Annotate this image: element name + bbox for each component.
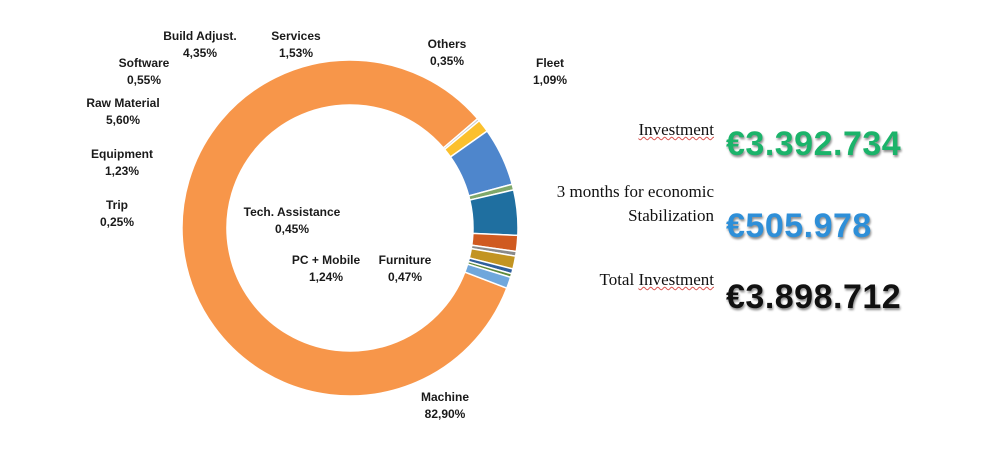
slice-name: Tech. Assistance xyxy=(243,205,341,219)
total-investment-label: Total Investment xyxy=(599,270,715,289)
slice-value: 5,60% xyxy=(105,113,141,127)
investment-label: Investment xyxy=(638,120,714,139)
donut-slice-fleet xyxy=(463,263,512,290)
investment-value: €3.392.734 xyxy=(726,125,902,163)
slice-label-software: Software 0,55% xyxy=(104,55,184,89)
stabilization-value: €505.978 xyxy=(726,207,872,245)
slice-name: PC + Mobile xyxy=(291,253,361,267)
slice-value: 4,35% xyxy=(182,46,218,60)
slice-label-fleet: Fleet 1,09% xyxy=(515,55,585,89)
slice-label-trip: Trip 0,25% xyxy=(82,197,152,231)
stabilization-label: 3 months for economic Stabilization xyxy=(556,182,714,225)
slice-label-others: Others 0,35% xyxy=(412,36,482,70)
slice-value: 0,47% xyxy=(387,270,423,284)
slice-value: 82,90% xyxy=(424,407,466,421)
slice-label-tech-assistance: Tech. Assistance 0,45% xyxy=(232,204,352,238)
slice-label-build-adjust: Build Adjust. 4,35% xyxy=(152,28,248,62)
slice-name: Trip xyxy=(105,198,128,212)
slice-name: Furniture xyxy=(378,253,432,267)
slice-label-furniture: Furniture 0,47% xyxy=(367,252,443,286)
slice-name: Services xyxy=(271,29,321,43)
donut-slice-machine xyxy=(181,59,508,397)
total-investment-value: €3.898.712 xyxy=(726,278,902,316)
slice-label-equipment: Equipment 1,23% xyxy=(82,146,162,180)
slice-label-machine: Machine 82,90% xyxy=(400,389,490,423)
slice-name: Machine xyxy=(420,390,469,404)
slice-value: 1,24% xyxy=(308,270,344,284)
slice-name: Raw Material xyxy=(86,96,160,110)
slice-value: 0,35% xyxy=(429,54,465,68)
slice-name: Equipment xyxy=(91,147,153,161)
slice-label-services: Services 1,53% xyxy=(256,28,336,62)
slice-name: Software xyxy=(118,56,170,70)
slice-value: 1,53% xyxy=(278,46,314,60)
slice-name: Others xyxy=(427,37,467,51)
slice-value: 0,25% xyxy=(99,215,135,229)
slice-value: 1,09% xyxy=(532,73,568,87)
slice-name: Build Adjust. xyxy=(163,29,237,43)
slice-label-raw-material: Raw Material 5,60% xyxy=(75,95,171,129)
slice-value: 0,45% xyxy=(274,222,310,236)
slice-label-pc-mobile: PC + Mobile 1,24% xyxy=(282,252,370,286)
slice-name: Fleet xyxy=(535,56,564,70)
slice-value: 1,23% xyxy=(104,164,140,178)
slice-value: 0,55% xyxy=(126,73,162,87)
